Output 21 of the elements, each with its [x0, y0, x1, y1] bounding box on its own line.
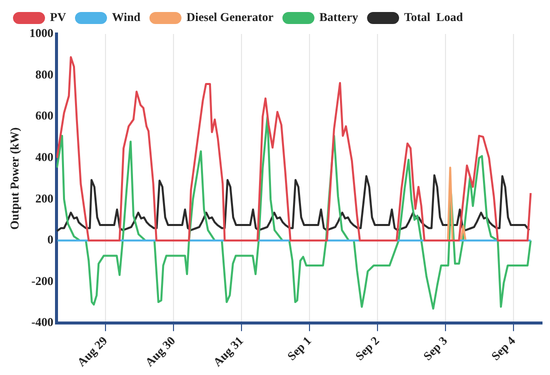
y-tick-label: -200 [31, 274, 54, 288]
y-tick-label: 1000 [29, 26, 54, 40]
y-tick-label: 0 [47, 232, 54, 247]
y-tick-label: -400 [31, 315, 54, 330]
y-tick-label: 400 [35, 150, 54, 164]
y-tick-label: 800 [35, 67, 54, 82]
x-tick-label: Sep 3 [420, 334, 450, 364]
x-tick-label: Sep 1 [284, 334, 314, 364]
y-tick-label: 200 [35, 191, 54, 206]
legend-label: PV [50, 10, 66, 24]
y-tick-label: 600 [35, 108, 54, 123]
legend-label: Battery [319, 10, 358, 24]
x-tick-label: Sep 4 [488, 334, 518, 364]
y-axis-title: Output Power (kW) [7, 127, 22, 230]
x-tick-label: Aug 29 [74, 334, 110, 370]
x-tick-label: Aug 31 [210, 334, 246, 370]
legend-label: Total Load [404, 10, 464, 24]
x-tick-label: Aug 30 [142, 334, 178, 370]
legend-label: Wind [112, 10, 141, 24]
legend-label: Diesel Generator [186, 10, 274, 24]
x-tick-label: Sep 2 [352, 334, 382, 364]
